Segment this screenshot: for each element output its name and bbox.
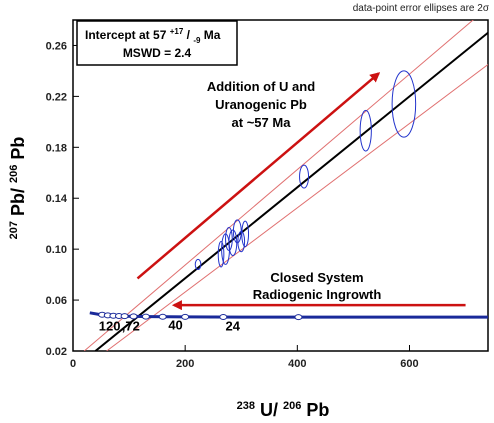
x-tick-label: 0: [70, 358, 76, 370]
closed-annotation-line-2: Radiogenic Ingrowth: [253, 287, 382, 302]
concordia-marker: [120, 313, 129, 320]
y-tick-label: 0.18: [46, 142, 67, 154]
svg-text:Intercept at 57 +17: Intercept at 57 +17 / -9 Ma: [85, 23, 221, 46]
x-axis-title-sup-1: 238: [237, 400, 255, 412]
envelope-upper-line: [83, 20, 474, 351]
age-label: 24: [226, 319, 241, 334]
envelope-lower-line: [106, 64, 488, 351]
intercept-unit: Ma: [204, 28, 221, 42]
y-tick-label: 0.26: [46, 40, 67, 52]
x-tick-label: 400: [288, 358, 306, 370]
error-ellipse: [217, 241, 225, 268]
intercept-minus-error: -9: [193, 36, 201, 45]
concordia-marker: [181, 313, 190, 320]
concordia-marker: [219, 314, 228, 321]
error-ellipse: [194, 258, 202, 271]
mswd-text: MSWD = 2.4: [123, 46, 192, 60]
closed-annotation-line-1: Closed System: [270, 270, 363, 285]
plot-frame: [72, 19, 489, 352]
intercept-text: Intercept at 57: [85, 28, 167, 42]
concordia-marker: [294, 314, 303, 321]
error-ellipse: [391, 70, 417, 138]
x-axis-ticks: 0 200 400 600: [70, 345, 419, 370]
y-axis-title-tail: Pb: [8, 137, 28, 160]
intercept-plus-error: +17: [170, 27, 184, 36]
y-axis-title-sup-2: 206: [8, 165, 20, 183]
intercept-box: Intercept at 57 +17 / -9 Ma MSWD = 2.4: [76, 20, 238, 66]
y-axis-ticks: 0.02 0.06 0.10 0.14 0.18 0.22 0.26: [46, 40, 79, 358]
concordia-marker: [158, 313, 167, 320]
addition-annotation-line-1: Addition of U and: [207, 79, 315, 94]
x-tick-label: 200: [176, 358, 194, 370]
age-label: ,72: [122, 319, 140, 334]
age-label: 40: [168, 317, 182, 332]
y-tick-label: 0.22: [46, 91, 67, 103]
addition-arrow: [136, 72, 381, 280]
error-ellipse: [299, 164, 310, 189]
age-labels: 120,72 40 24: [99, 317, 241, 333]
plot-area: [83, 20, 488, 351]
concordia-marker: [129, 313, 138, 320]
y-axis-title: 207 Pb/ 206 Pb: [1, 137, 28, 240]
age-label: 120: [99, 319, 121, 334]
error-ellipses: [194, 70, 417, 271]
y-axis-title-mid: Pb/: [8, 188, 28, 216]
error-ellipse-note: data-point error ellipses are 2σ: [353, 3, 490, 14]
x-axis-title: 238 U/ 206 Pb: [237, 393, 330, 420]
intercept-separator: /: [187, 28, 191, 42]
y-axis-title-sup-1: 207: [8, 221, 20, 239]
error-ellipse: [359, 109, 372, 152]
x-axis-title-tail: Pb: [306, 400, 329, 420]
y-tick-label: 0.06: [46, 295, 67, 307]
concordia-marker: [141, 313, 150, 320]
error-ellipse: [232, 219, 242, 244]
y-tick-label: 0.02: [46, 346, 67, 358]
regression-line: [94, 31, 488, 351]
y-tick-label: 0.10: [46, 244, 67, 256]
x-axis-title-sup-2: 206: [283, 400, 301, 412]
concordia-markers: [98, 311, 303, 321]
error-ellipse: [221, 233, 230, 265]
error-ellipse: [225, 227, 233, 251]
addition-annotation-line-3: at ~57 Ma: [232, 115, 292, 130]
x-tick-label: 600: [400, 358, 418, 370]
addition-annotation-line-2: Uranogenic Pb: [215, 97, 307, 112]
y-tick-label: 0.14: [46, 193, 68, 205]
x-axis-title-main: U/: [260, 400, 278, 420]
error-ellipse: [241, 220, 250, 248]
